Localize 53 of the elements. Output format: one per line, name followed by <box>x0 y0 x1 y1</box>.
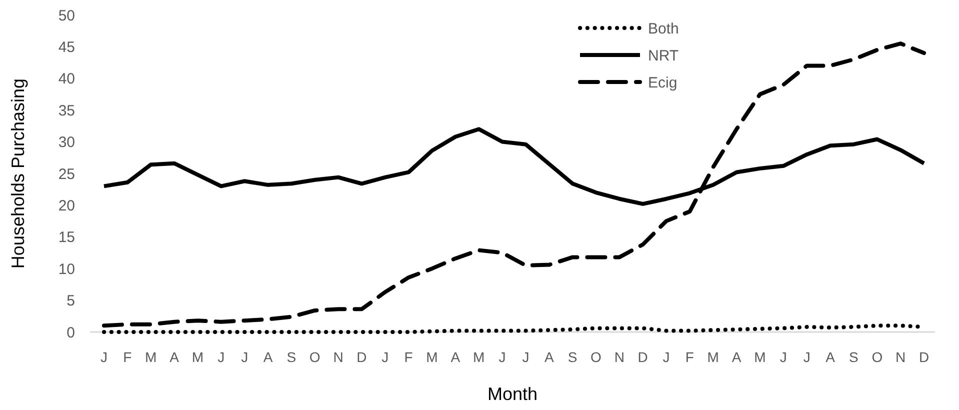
x-tick-label: A <box>826 349 836 365</box>
x-tick-label: M <box>192 349 204 365</box>
x-tick-label: S <box>849 349 858 365</box>
x-tick-label: A <box>544 349 554 365</box>
x-tick-label: O <box>590 349 602 365</box>
x-tick-label: A <box>450 349 461 365</box>
x-tick-label: F <box>685 349 694 365</box>
x-tick-label: D <box>638 349 648 365</box>
x-tick-label: J <box>100 349 108 365</box>
x-tick-label: N <box>896 349 906 365</box>
x-tick-label: J <box>241 349 248 365</box>
x-tick-label: A <box>170 349 180 365</box>
y-tick-label: 10 <box>58 260 75 278</box>
x-tick-label: D <box>356 349 367 365</box>
x-tick-label: S <box>568 349 578 365</box>
x-tick-label: J <box>522 349 530 365</box>
x-tick-label: A <box>732 349 742 365</box>
x-tick-label: M <box>707 349 719 365</box>
y-tick-label: 50 <box>58 7 75 24</box>
x-tick-label: J <box>780 349 787 365</box>
x-tick-label: O <box>309 349 320 365</box>
x-tick-label: J <box>382 349 389 365</box>
x-tick-label: J <box>662 349 670 365</box>
y-axis-title: Households Purchasing <box>8 78 28 269</box>
x-tick-label: S <box>286 349 296 365</box>
y-tick-label: 0 <box>66 324 75 342</box>
y-tick-label: 40 <box>58 70 75 88</box>
y-tick-label: 30 <box>58 134 75 152</box>
x-tick-label: F <box>404 349 413 365</box>
x-tick-label: D <box>918 349 930 365</box>
legend-label: Ecig <box>648 74 678 92</box>
x-tick-label: J <box>803 349 810 365</box>
y-tick-label: 35 <box>58 102 75 120</box>
x-tick-label: N <box>614 349 624 365</box>
y-tick-label: 15 <box>58 229 75 246</box>
x-tick-label: J <box>498 349 506 365</box>
legend-label: NRT <box>648 47 679 64</box>
x-tick-label: M <box>754 349 766 365</box>
line-series <box>102 42 926 328</box>
x-tick-label: M <box>145 349 157 365</box>
y-tick-label: 20 <box>58 197 75 214</box>
y-tick-label: 25 <box>58 166 75 183</box>
x-tick-label: O <box>872 349 883 365</box>
x-tick-label: F <box>123 349 132 365</box>
y-tick-label: 45 <box>58 38 75 56</box>
x-tick-label: N <box>333 349 344 365</box>
x-axis-title: Month <box>487 384 538 404</box>
legend-label: Both <box>648 20 679 38</box>
x-tick-label: J <box>218 349 225 365</box>
x-tick-label: M <box>426 349 438 365</box>
y-tick-label: 5 <box>66 292 75 310</box>
x-tick-label: M <box>473 349 485 365</box>
x-tick-label: A <box>263 349 274 365</box>
